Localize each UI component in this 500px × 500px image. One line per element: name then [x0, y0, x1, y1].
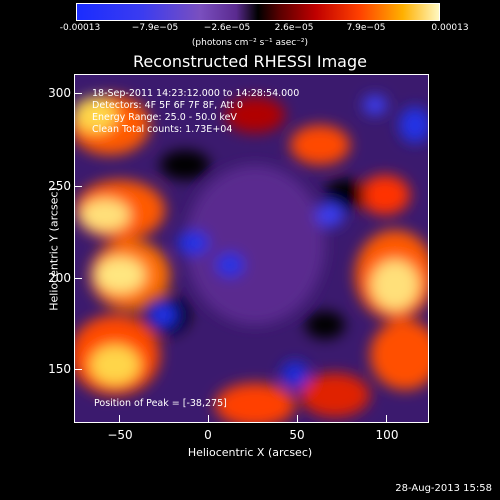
colorbar-tick: -0.00013 [59, 23, 101, 33]
x-tick-label: −50 [107, 428, 133, 442]
x-tick-mark [386, 415, 387, 423]
x-axis-label: Heliocentric X (arcsec) [187, 446, 313, 459]
y-tick-label: 150 [48, 362, 71, 376]
y-tick-mark [74, 278, 82, 279]
y-tick-label: 200 [48, 271, 71, 285]
info-energy-range: Energy Range: 25.0 - 50.0 keV [92, 112, 237, 123]
x-tick-mark [297, 415, 298, 423]
x-tick-label: 0 [204, 428, 212, 442]
colorbar [76, 3, 440, 21]
y-axis-label: Heliocentric Y (arcsec) [47, 187, 61, 311]
colorbar-units: (photons cm⁻² s⁻¹ asec⁻²) [191, 38, 309, 48]
info-time-range: 18-Sep-2011 14:23:12.000 to 14:28:54.000 [92, 88, 300, 99]
colorbar-tick: 0.00013 [431, 23, 469, 33]
colorbar-tick: 7.9e−05 [346, 23, 386, 33]
y-tick-mark [74, 186, 82, 187]
y-tick-label: 300 [48, 86, 71, 100]
colorbar-tick: 2.6e−05 [274, 23, 314, 33]
y-tick-label: 250 [48, 179, 71, 193]
heatmap-image [75, 75, 428, 422]
info-peak-position: Position of Peak = [-38,275] [94, 398, 227, 409]
colorbar-tick: −7.9e−05 [131, 23, 179, 33]
x-tick-mark [208, 415, 209, 423]
info-counts: Clean Total counts: 1.73E+04 [92, 124, 233, 135]
x-tick-label: 50 [289, 428, 305, 442]
timestamp: 28-Aug-2013 15:58 [395, 483, 492, 494]
y-tick-mark [74, 369, 82, 370]
x-tick-mark [119, 415, 120, 423]
y-tick-mark [74, 93, 82, 94]
plot-title: Reconstructed RHESSI Image [133, 52, 367, 71]
x-tick-label: 100 [375, 428, 399, 442]
image-plot [74, 74, 429, 423]
colorbar-tick: −2.6e−05 [203, 23, 251, 33]
info-detectors: Detectors: 4F 5F 6F 7F 8F, Att 0 [92, 100, 244, 111]
